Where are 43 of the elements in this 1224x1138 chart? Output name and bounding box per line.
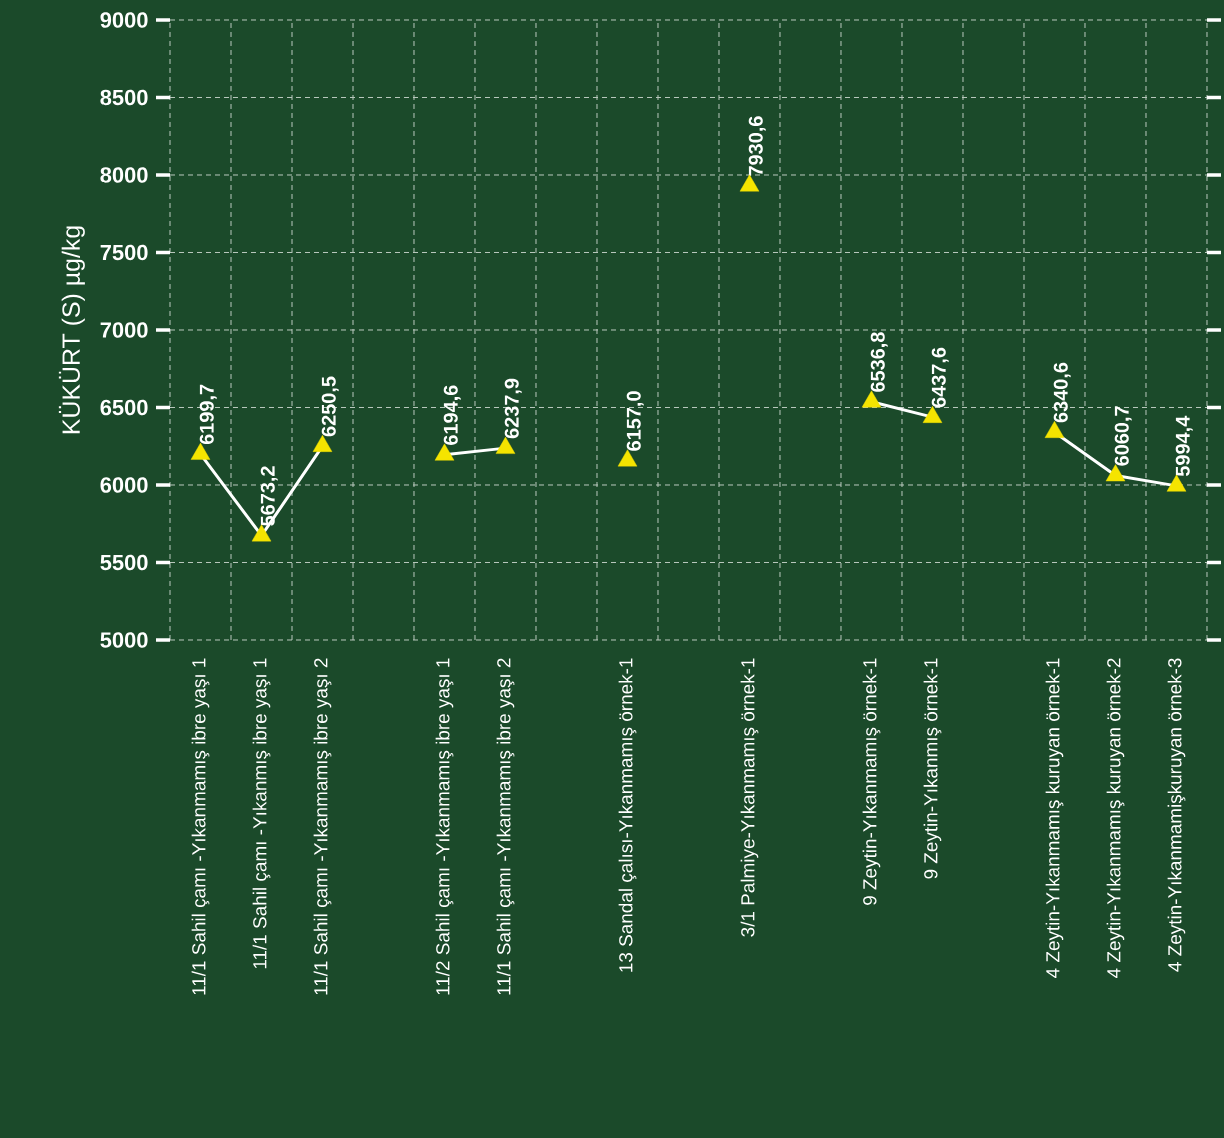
- x-tick-label: 11/1 Sahil çamı -Yıkanmamış ibre yaşı 1: [191, 658, 210, 995]
- x-tick-label: 11/1 Sahil çamı -Yıkanmış ibre yaşı 1: [252, 658, 271, 969]
- point: [190, 442, 211, 460]
- data-label: 6536,8: [870, 332, 888, 392]
- x-tick-label: 4 Zeytin-Yıkanmamış kuruyan örnek-1: [1045, 658, 1064, 978]
- point: [861, 390, 882, 408]
- data-label: 5673,2: [260, 466, 278, 526]
- data-label: 6340,6: [1053, 362, 1071, 423]
- data-label: 6199,7: [199, 384, 217, 445]
- point: [1044, 421, 1065, 438]
- point: [1105, 464, 1126, 482]
- x-tick-label: 4 Zeytin-Yıkanmamış kuruyan örnek-2: [1106, 658, 1125, 978]
- point: [434, 443, 455, 461]
- y-tick-label: 8000: [100, 167, 148, 183]
- data-label: 6060,7: [1114, 406, 1132, 466]
- x-tick-label: 11/1 Sahil çamı -Yıkanmamış ibre yaşı 2: [496, 658, 515, 995]
- y-tick-label: 7500: [100, 244, 148, 261]
- point: [251, 524, 272, 542]
- x-tick-label: 11/2 Sahil çamı -Yıkanmamış ibre yaşı 1: [435, 658, 454, 995]
- y-tick-label: 5000: [100, 632, 148, 648]
- y-tick-label: 5500: [100, 554, 148, 571]
- point: [617, 449, 638, 467]
- x-tick-label: 11/1 Sahil çamı -Yıkanmamış ibre yaşı 2: [313, 658, 332, 995]
- x-tick-label: 13 Sandal çalısı-Yıkanmamış örnek-1: [618, 658, 637, 972]
- data-label: 6237,9: [504, 378, 522, 439]
- point: [1166, 474, 1187, 492]
- data-label: 6157,0: [626, 391, 644, 451]
- data-label: 6437,6: [931, 347, 949, 408]
- y-tick-label: 9000: [100, 12, 148, 28]
- data-label: 6194,6: [443, 385, 461, 445]
- y-axis-title: KÜKÜRT (S) µg/kg: [58, 226, 85, 434]
- y-tick-label: 6500: [100, 399, 148, 416]
- x-tick-label: 4 Zeytin-Yıkanmamişkuruyan örnek-3: [1167, 658, 1186, 972]
- data-label: 5994,4: [1175, 415, 1193, 477]
- y-tick-label: 8500: [100, 89, 148, 106]
- data-label: 7930,6: [748, 116, 766, 176]
- x-tick-label: 3/1 Palmiye-Yıkanmamış örnek-1: [740, 658, 759, 937]
- x-tick-label: 9 Zeytin-Yıkanmış örnek-1: [923, 658, 942, 879]
- y-tick-label: 6000: [100, 477, 148, 493]
- data-label: 6250,5: [321, 376, 339, 437]
- y-tick-label: 7000: [100, 322, 148, 338]
- point: [739, 174, 760, 192]
- x-tick-label: 9 Zeytin-Yıkanmamış örnek-1: [862, 658, 881, 905]
